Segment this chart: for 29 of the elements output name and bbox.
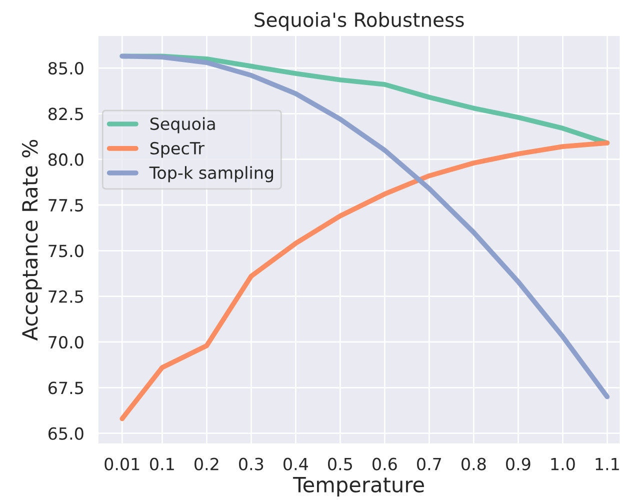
x-tick-label: 0.2 (194, 458, 218, 470)
y-tick-label: 65.0 (48, 427, 84, 440)
y-tick-label: 77.5 (48, 199, 83, 212)
legend-label: Sequoia (150, 117, 215, 134)
x-tick-label: 0.3 (239, 458, 264, 470)
x-tick-label: 0.6 (372, 458, 397, 470)
y-tick-label: 80.0 (48, 153, 84, 166)
x-tick-label: 0.4 (284, 458, 308, 470)
line-series (120, 54, 610, 400)
y-tick-label: 70.0 (48, 336, 84, 349)
x-axis-title: Temperature (293, 477, 424, 497)
x-tick-label: 1.1 (596, 458, 619, 470)
y-tick-label: 85.0 (48, 62, 84, 75)
x-tick-label: 0.01 (104, 458, 140, 470)
x-tick-label: 1.0 (551, 458, 575, 470)
chart-title: Sequoia's Robustness (254, 12, 464, 31)
legend-label: SpecTr (150, 142, 204, 158)
x-tick-label: 0.1 (150, 458, 174, 470)
x-tick-label: 0.7 (417, 458, 442, 470)
y-tick-label: 82.5 (48, 108, 83, 120)
legend-label: Top-k sampling (149, 166, 274, 182)
y-axis-title: Acceptance Rate % (22, 140, 42, 341)
x-tick-label: 0.8 (462, 458, 486, 470)
y-tick-label: 72.5 (48, 290, 83, 303)
y-tick-label: 75.0 (48, 244, 84, 258)
x-tick-label: 0.9 (506, 458, 530, 470)
x-tick-label: 0.5 (328, 458, 352, 470)
line-series (120, 140, 610, 422)
y-tick-label: 67.5 (48, 382, 83, 394)
